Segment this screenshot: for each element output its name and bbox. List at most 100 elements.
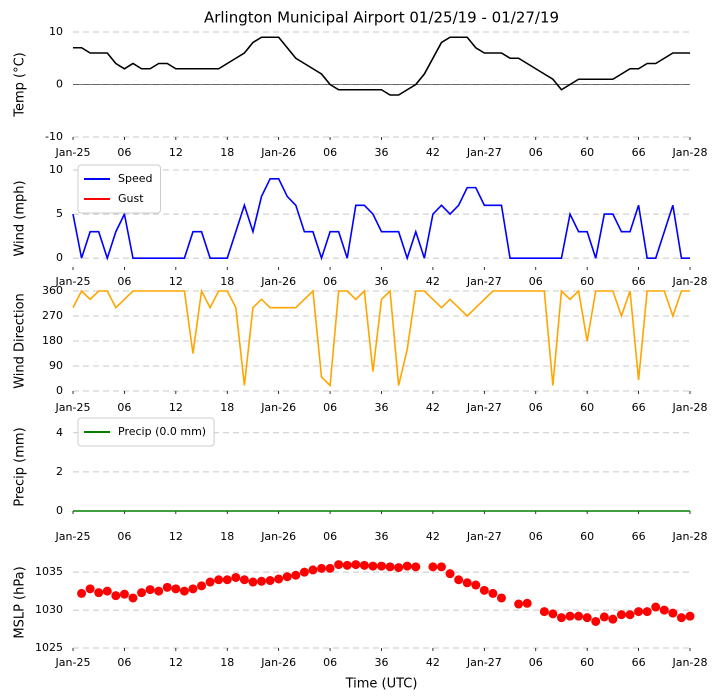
y-tick-label: 270: [42, 309, 63, 322]
data-point: [171, 584, 181, 594]
x-tick-label: 06: [323, 275, 337, 288]
data-point: [377, 561, 386, 571]
x-tick-label: 36: [375, 146, 389, 159]
x-tick-label: Jan-28: [672, 275, 708, 288]
data-point: [471, 580, 481, 590]
data-point: [539, 607, 549, 617]
x-tick-label: 18: [220, 401, 234, 414]
data-point: [411, 562, 421, 572]
x-tick-label: 06: [323, 656, 337, 669]
x-tick-label: 12: [169, 656, 183, 669]
x-tick-label: 42: [426, 275, 440, 288]
x-axis-label: Time (UTC): [345, 677, 418, 692]
x-tick-label: 66: [632, 656, 646, 669]
data-point: [634, 607, 644, 617]
x-tick-label: 06: [117, 146, 131, 159]
x-tick-label: 18: [220, 275, 234, 288]
data-point: [385, 562, 395, 572]
data-point: [282, 572, 292, 582]
data-point: [351, 560, 361, 570]
data-point: [128, 593, 138, 603]
data-point: [462, 578, 472, 588]
x-tick-label: 12: [169, 530, 183, 543]
data-point: [436, 562, 446, 572]
x-tick-label: 06: [117, 656, 131, 669]
x-tick-label: 12: [169, 146, 183, 159]
x-tick-label: Jan-28: [672, 401, 708, 414]
chart-title: Arlington Municipal Airport 01/25/19 - 0…: [204, 9, 559, 27]
x-tick-label: 18: [220, 146, 234, 159]
data-point: [591, 616, 601, 626]
y-tick-label: 90: [49, 359, 63, 372]
x-tick-label: 06: [323, 530, 337, 543]
x-tick-label: 18: [220, 530, 234, 543]
x-tick-label: 06: [529, 146, 543, 159]
x-tick-label: 06: [529, 401, 543, 414]
data-point: [222, 575, 232, 585]
x-tick-label: Jan-28: [672, 656, 708, 669]
x-tick-label: 06: [529, 275, 543, 288]
legend-label: Precip (0.0 mm): [118, 425, 206, 438]
x-tick-label: 06: [117, 530, 131, 543]
data-point: [685, 611, 695, 621]
x-tick-label: 18: [220, 656, 234, 669]
data-point: [548, 609, 558, 619]
x-tick-label: 06: [323, 401, 337, 414]
data-point: [574, 611, 584, 621]
x-tick-label: 36: [375, 530, 389, 543]
data-point: [565, 611, 575, 621]
data-point: [625, 610, 635, 620]
data-point: [145, 585, 155, 595]
data-point: [479, 585, 489, 595]
y-tick-label: 1025: [35, 641, 63, 654]
y-tick-label: 0: [56, 504, 63, 517]
data-point: [119, 589, 129, 599]
data-point: [274, 574, 284, 584]
data-point: [257, 576, 267, 586]
x-tick-label: Jan-25: [55, 275, 91, 288]
x-tick-label: 12: [169, 401, 183, 414]
y-tick-label: 0: [56, 251, 63, 264]
data-point: [94, 588, 104, 598]
y-tick-label: -10: [45, 130, 63, 143]
y-tick-label: 10: [49, 25, 63, 38]
x-tick-label: 66: [632, 530, 646, 543]
x-tick-label: 06: [323, 146, 337, 159]
x-tick-label: Jan-27: [466, 146, 502, 159]
data-point: [317, 563, 327, 573]
x-tick-label: Jan-26: [260, 275, 296, 288]
y-tick-label: 180: [42, 334, 63, 347]
x-tick-label: 60: [580, 656, 594, 669]
data-point: [205, 577, 215, 587]
x-tick-label: 36: [375, 401, 389, 414]
data-point: [454, 575, 464, 585]
x-tick-label: 66: [632, 275, 646, 288]
y-tick-label: 0: [56, 384, 63, 397]
legend-label: Speed: [118, 172, 152, 185]
x-tick-label: Jan-26: [260, 146, 296, 159]
data-point: [651, 602, 661, 612]
y-tick-label: 1035: [35, 565, 63, 578]
x-tick-label: Jan-27: [466, 401, 502, 414]
data-point: [642, 607, 652, 617]
x-tick-label: 66: [632, 146, 646, 159]
data-point: [248, 577, 258, 587]
data-point: [514, 599, 524, 609]
data-point: [265, 576, 275, 586]
data-point: [308, 565, 318, 575]
x-tick-label: 60: [580, 530, 594, 543]
x-tick-label: Jan-27: [466, 275, 502, 288]
data-line: [72, 178, 690, 261]
x-tick-label: Jan-25: [55, 530, 91, 543]
data-point: [616, 610, 626, 620]
x-tick-label: 42: [426, 146, 440, 159]
data-point: [402, 561, 412, 571]
y-tick-label: 10: [49, 163, 63, 176]
x-tick-label: Jan-26: [260, 401, 296, 414]
data-point: [394, 563, 404, 573]
y-axis-label: Wind Direction: [13, 293, 28, 389]
x-tick-label: Jan-25: [55, 656, 91, 669]
y-axis-label: MSLP (hPa): [13, 566, 28, 638]
data-point: [137, 588, 147, 598]
